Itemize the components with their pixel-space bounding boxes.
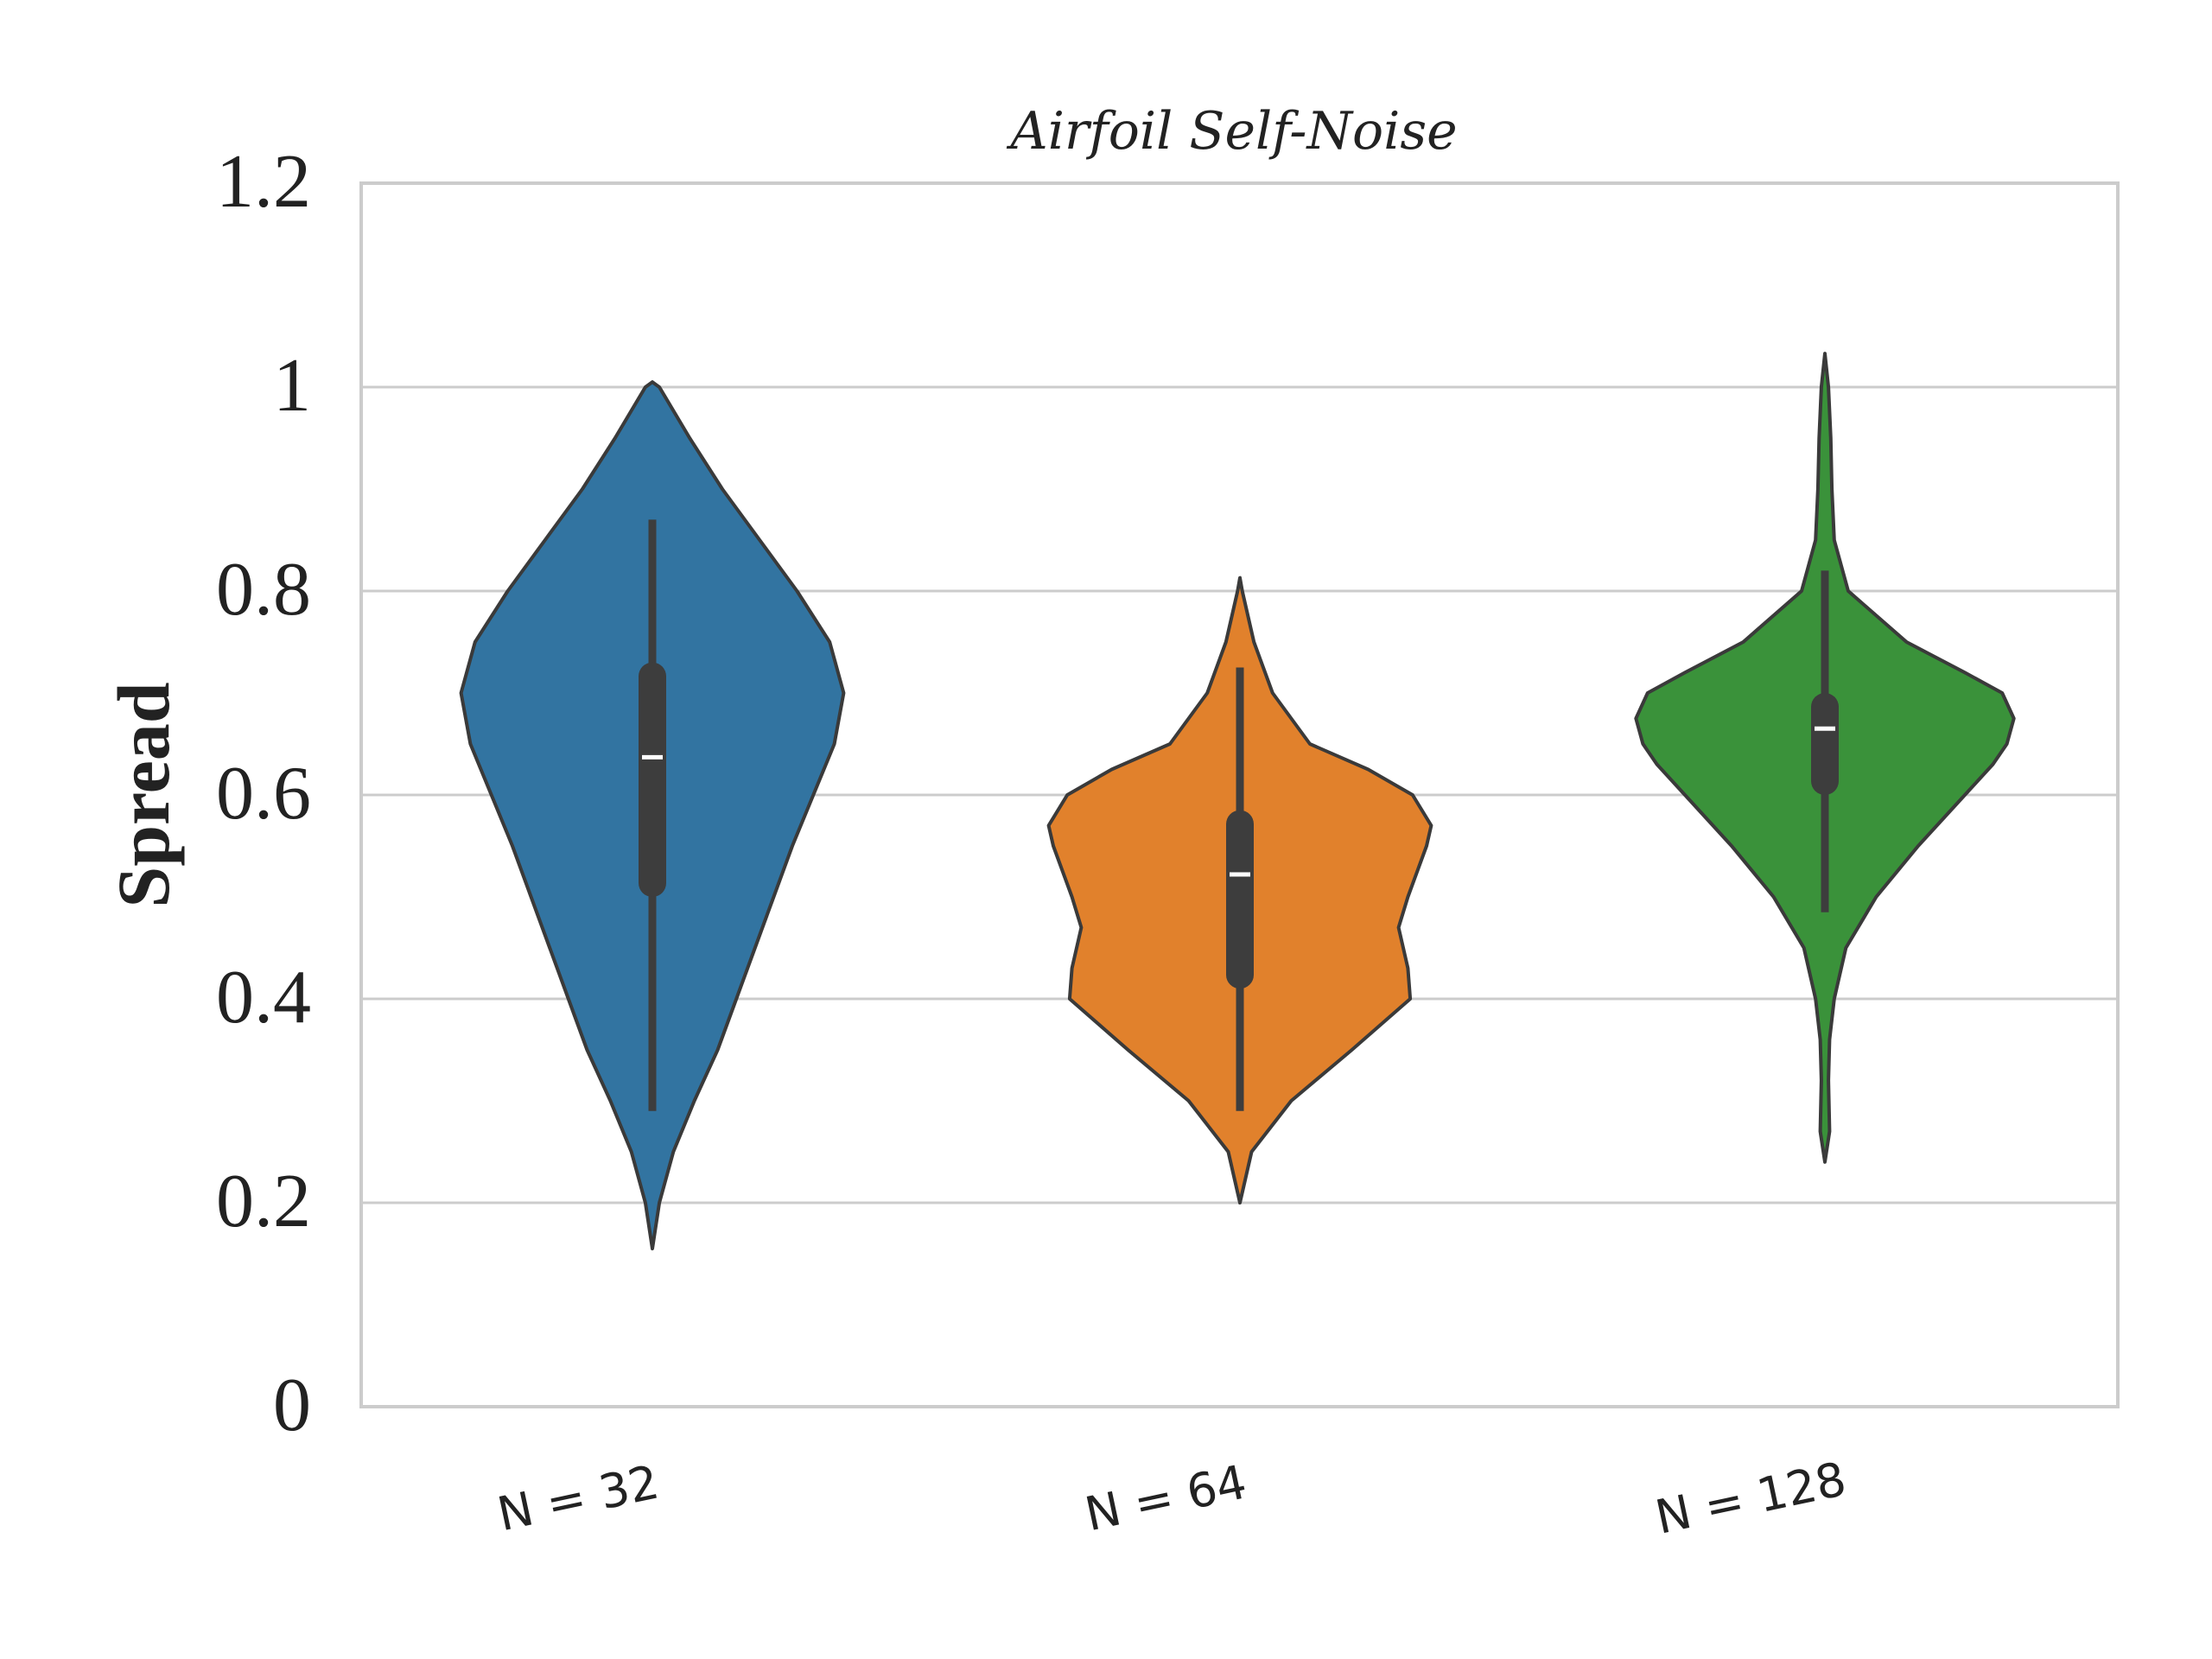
chart-title: Airfoil Self-Noise — [1006, 101, 1457, 162]
x-tick-labels: N = 32 N = 64 N = 128 — [493, 1452, 1850, 1545]
y-tick-labels: 0 0.2 0.4 0.6 0.8 1 1.2 — [216, 140, 311, 1447]
violin-iqr-box-0 — [639, 662, 666, 897]
x-tick-label-0: N = 32 — [493, 1454, 664, 1541]
y-tick-label-0: 0 — [273, 1363, 311, 1447]
violin-iqr-box-2 — [1811, 693, 1839, 795]
violins — [459, 352, 2016, 1251]
violin-iqr-box-1 — [1226, 810, 1254, 989]
y-axis-label: Spread — [102, 682, 185, 907]
y-tick-label-5: 1 — [273, 344, 311, 428]
y-tick-label-4: 0.8 — [216, 548, 311, 632]
x-tick-label-1: N = 64 — [1080, 1454, 1251, 1541]
y-tick-label-3: 0.6 — [216, 752, 311, 836]
y-tick-label-6: 1.2 — [216, 140, 311, 224]
y-tick-label-1: 0.2 — [216, 1160, 311, 1243]
plot-frame — [359, 181, 2120, 1408]
y-tick-label-2: 0.4 — [216, 956, 311, 1039]
x-tick-label-2: N = 128 — [1651, 1452, 1851, 1545]
